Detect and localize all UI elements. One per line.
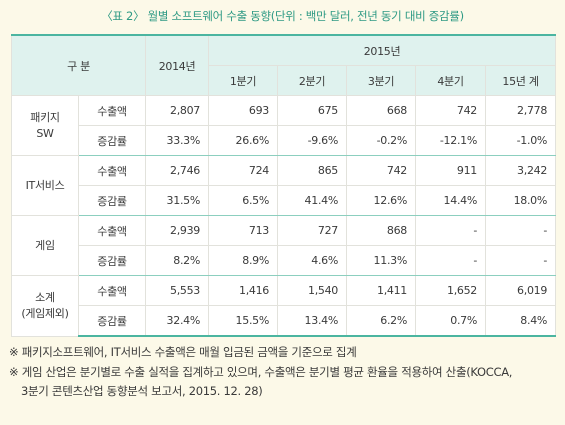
value-q1: 8.9% [208,245,278,276]
year-2015-header: 2015년 [207,34,557,66]
value-total: 2,778 [484,95,557,126]
value-q1: 693 [208,95,278,126]
value-2014: 32.4% [145,305,209,337]
category-label: 소계 [35,290,55,304]
value-total: 6,019 [484,275,557,306]
footnote: ※ 패키지소프트웨어, IT서비스 수출액은 매월 입금된 금액을 기준으로 집… [9,345,357,359]
value-total: 8.4% [484,305,557,337]
value-total: - [484,245,557,276]
category-label: (게임제외) [21,306,69,320]
metric-label: 증감률 [78,185,146,216]
quarter-header: 2분기 [277,65,347,96]
metric-label: 증감률 [78,125,146,156]
value-total: 3,242 [484,155,557,186]
category-package-sw: 패키지 SW [11,95,79,156]
value-q3: 742 [346,155,416,186]
metric-label: 수출액 [78,275,146,306]
year-2014-header: 2014년 [145,34,209,96]
metric-label: 증감률 [78,305,146,337]
quarter-header: 1분기 [208,65,278,96]
table-caption: 〈표 2〉 월별 소프트웨어 수출 동향(단위 : 백만 달러, 전년 동기 대… [101,9,464,23]
value-q1: 26.6% [208,125,278,156]
footnote-continuation: 3분기 콘텐츠산업 동향분석 보고서, 2015. 12. 28) [21,384,263,398]
category-label: SW [36,126,54,140]
value-2014: 31.5% [145,185,209,216]
value-2014: 33.3% [145,125,209,156]
total-2015-header: 15년 계 [484,65,557,96]
value-2014: 2,746 [145,155,209,186]
metric-label: 증감률 [78,245,146,276]
category-subtotal: 소계 (게임제외) [11,275,79,337]
value-q4: 14.4% [415,185,486,216]
value-q1: 6.5% [208,185,278,216]
value-q1: 713 [208,215,278,246]
quarter-header: 4분기 [415,65,486,96]
value-q4: 1,652 [415,275,486,306]
category-label: 패키지 [30,110,60,124]
software-export-table: 구 분 2014년 2015년 1분기 2분기 3분기 4분기 15년 계 패키… [11,34,557,337]
category-label: 게임 [35,238,55,252]
value-q2: 1,540 [277,275,347,306]
metric-label: 수출액 [78,215,146,246]
value-q3: 6.2% [346,305,416,337]
value-q2: 675 [277,95,347,126]
value-q1: 15.5% [208,305,278,337]
value-2014: 2,807 [145,95,209,126]
value-total: -1.0% [484,125,557,156]
value-q4: 911 [415,155,486,186]
footnote: ※ 게임 산업은 분기별로 수출 실적을 집계하고 있으며, 수출액은 분기별 … [9,364,513,379]
category-header: 구 분 [11,34,146,96]
value-q4: 742 [415,95,486,126]
category-game: 게임 [11,215,79,276]
value-q4: - [415,215,486,246]
value-q3: 11.3% [346,245,416,276]
value-q4: -12.1% [415,125,486,156]
value-q3: 868 [346,215,416,246]
value-q2: 865 [277,155,347,186]
footnotes: ※ 패키지소프트웨어, IT서비스 수출액은 매월 입금된 금액을 기준으로 집… [9,343,559,402]
value-total: 18.0% [484,185,557,216]
quarter-header: 3분기 [346,65,416,96]
value-q3: 12.6% [346,185,416,216]
value-q4: - [415,245,486,276]
value-q2: -9.6% [277,125,347,156]
value-q2: 41.4% [277,185,347,216]
value-q3: -0.2% [346,125,416,156]
value-2014: 2,939 [145,215,209,246]
value-total: - [484,215,557,246]
value-q2: 727 [277,215,347,246]
value-q1: 1,416 [208,275,278,306]
value-q1: 724 [208,155,278,186]
value-q4: 0.7% [415,305,486,337]
value-q2: 13.4% [277,305,347,337]
metric-label: 수출액 [78,155,146,186]
value-2014: 5,553 [145,275,209,306]
category-it-service: IT서비스 [11,155,79,216]
value-q3: 1,411 [346,275,416,306]
value-q2: 4.6% [277,245,347,276]
metric-label: 수출액 [78,95,146,126]
category-label: IT서비스 [25,178,65,192]
value-q3: 668 [346,95,416,126]
value-2014: 8.2% [145,245,209,276]
